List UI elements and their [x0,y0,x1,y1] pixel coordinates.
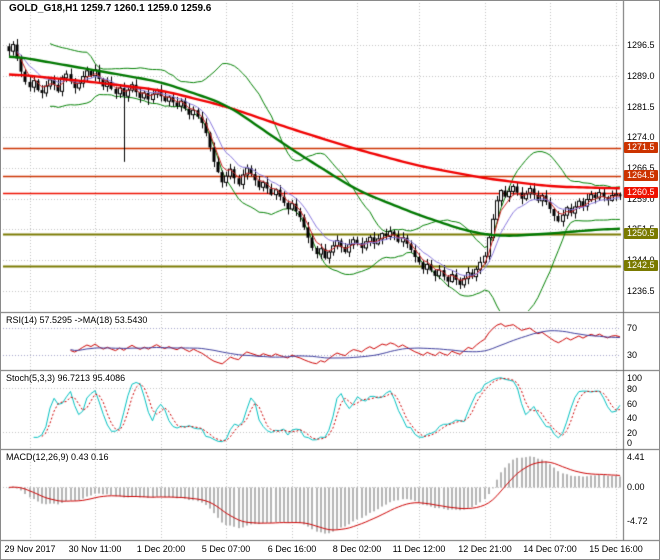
macd-indicator-label: MACD(12,26,9) 0.43 0.16 [6,452,109,462]
stoch-axis-label: 100 [627,373,643,383]
price-axis-label: 1236.5 [627,286,655,296]
hline-price-tag[interactable]: 1250.5 [624,228,658,239]
stoch-indicator-label: Stoch(5,3,3) 96.7213 95.4086 [6,373,126,383]
time-axis-label: 8 Dec 02:00 [332,544,382,554]
price-axis-label: 1281.5 [627,102,655,112]
stoch-axis-label: 40 [627,413,638,423]
hline-price-tag[interactable]: 1242.5 [624,260,658,271]
rsi-level-label: 30 [627,350,638,360]
macd-axis-label: 4.41 [627,452,645,462]
macd-axis-label: -4.72 [627,516,648,526]
rsi-indicator-label: RSI(14) 57.5295 ->MA(18) 53.5430 [6,315,148,325]
stoch-axis-label: 0 [627,438,633,448]
time-axis-label: 30 Nov 11:00 [68,544,122,554]
hline-price-tag[interactable]: 1260.5 [624,187,658,198]
stoch-axis-label: 60 [627,399,638,409]
hline-price-tag[interactable]: 1264.5 [624,170,658,181]
price-axis-label: 1266.5 [627,163,655,173]
price-axis-label: 1259.0 [627,194,655,204]
time-axis-label: 15 Dec 16:00 [589,544,643,554]
hline-price-tag[interactable]: 1271.5 [624,142,658,153]
time-axis-label: 14 Dec 07:00 [523,544,577,554]
chart-title: GOLD_G18,H1 1259.7 1260.1 1259.0 1259.6 [9,3,212,14]
time-axis-label: 1 Dec 20:00 [136,544,186,554]
rsi-level-label: 70 [627,323,638,333]
price-axis-label: 1289.0 [627,71,655,81]
stoch-axis-label: 80 [627,384,638,394]
time-axis-label: 11 Dec 12:00 [392,544,446,554]
time-axis-label: 12 Dec 21:00 [458,544,512,554]
stoch-axis-label: 20 [627,428,638,438]
price-axis-label: 1296.5 [627,40,655,50]
macd-axis-label: 0.00 [627,482,645,492]
price-axis-label: 1274.0 [627,132,655,142]
time-axis-label: 6 Dec 16:00 [267,544,317,554]
time-axis-label: 5 Dec 07:00 [201,544,251,554]
time-axis-label: 29 Nov 2017 [4,544,56,554]
